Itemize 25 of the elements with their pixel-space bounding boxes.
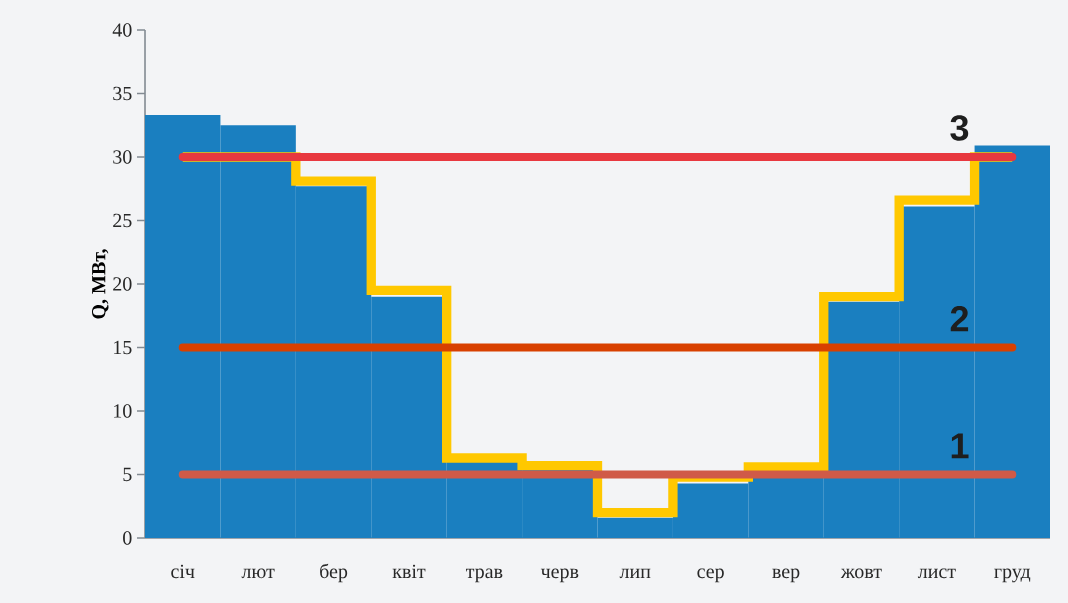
- y-tick-label: 5: [123, 467, 132, 482]
- x-tick-label: лист: [917, 568, 956, 579]
- annotation: 3: [950, 115, 969, 141]
- y-tick-label: 30: [113, 150, 132, 164]
- x-tick-label: черв: [540, 568, 579, 583]
- x-tick-label: груд: [994, 568, 1031, 583]
- x-tick-label: вер: [772, 568, 800, 583]
- y-tick-label: 15: [114, 340, 132, 355]
- annotation: 1: [951, 433, 969, 459]
- x-tick-label: жовт: [840, 568, 882, 579]
- y-axis-title: Q, МВт,: [92, 249, 109, 319]
- x-tick-label: квіт: [392, 564, 426, 578]
- x-tick-label: трав: [466, 568, 503, 583]
- y-tick-label: 10: [114, 404, 132, 418]
- y-tick-label: 35: [113, 86, 132, 101]
- x-tick-label: бер: [320, 563, 348, 583]
- x-tick-label: лип: [619, 568, 651, 579]
- x-tick-label: січ: [171, 564, 195, 579]
- x-tick-label: сер: [697, 568, 724, 583]
- y-tick-label: 40: [112, 23, 132, 37]
- y-tick-label: 25: [113, 213, 132, 228]
- y-tick-label: 0: [123, 531, 132, 545]
- y-tick-label: 20: [113, 277, 132, 291]
- x-tick-label: лют: [241, 568, 275, 579]
- annotation: 2: [950, 306, 969, 332]
